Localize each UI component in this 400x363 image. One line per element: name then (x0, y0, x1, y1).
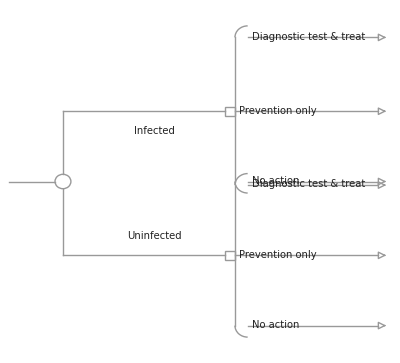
Text: Diagnostic test & treat: Diagnostic test & treat (252, 32, 365, 42)
Bar (225, 251, 235, 260)
Text: Prevention only: Prevention only (239, 250, 316, 260)
Text: Infected: Infected (134, 126, 175, 136)
Bar (225, 107, 235, 116)
Text: Prevention only: Prevention only (239, 106, 316, 115)
Text: Uninfected: Uninfected (127, 231, 182, 241)
Text: Diagnostic test & treat: Diagnostic test & treat (252, 179, 365, 189)
Text: No action: No action (252, 320, 299, 330)
Text: No action: No action (252, 176, 299, 186)
